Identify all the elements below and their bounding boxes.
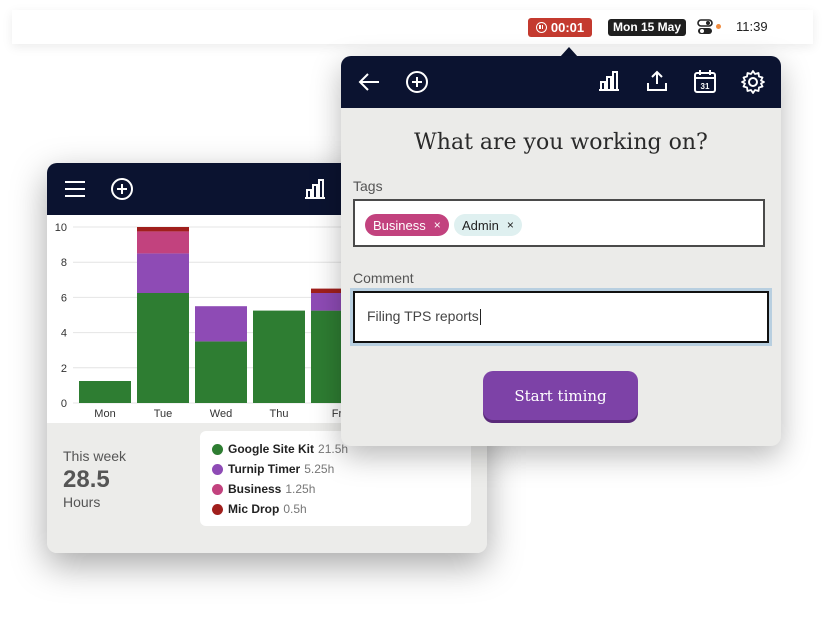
week-summary-label: This week [63,448,127,464]
menu-icon[interactable] [63,179,87,199]
legend-color-dot [212,443,223,455]
legend-color-dot [212,503,223,515]
bar-segment [311,288,363,293]
project-legend: Google Site Kit 21.5h Turnip Timer 5.25h… [200,431,471,526]
menu-bar-clock: 11:39 [736,19,768,34]
menu-bar-date[interactable]: Mon 15 May [608,19,687,36]
legend-color-dot [212,483,223,495]
new-timer-popover: 31 What are you working on? Tags Busines… [341,56,781,446]
legend-project-name: Google Site Kit [228,442,315,456]
remove-tag-icon[interactable]: × [506,218,514,232]
settings-icon[interactable] [740,69,766,95]
stop-timer-icon [535,22,547,33]
popover-arrow [560,47,578,57]
x-tick-label: Thu [270,408,289,420]
bar-segment [137,293,189,403]
stats-icon[interactable] [303,178,327,200]
week-hours-unit: Hours [63,494,101,510]
menu-bar [12,10,813,44]
popover-heading: What are you working on? [414,130,708,155]
legend-project-name: Turnip Timer [228,462,301,476]
legend-project-hours: 21.5h [318,442,349,456]
comment-label: Comment [353,270,414,286]
legend-project-name: Mic Drop [228,502,280,516]
bar-segment [195,341,247,403]
bar-segment [79,381,131,403]
legend-item: Turnip Timer 5.25h [212,460,334,478]
bar-segment [195,306,247,342]
tag-chip-admin[interactable]: Admin × [454,214,522,236]
y-tick-label: 2 [61,363,67,375]
x-tick-label: Wed [210,408,232,420]
legend-item: Google Site Kit 21.5h [212,440,348,458]
add-icon[interactable] [110,177,134,201]
start-timing-button[interactable]: Start timing [483,371,638,420]
tags-label: Tags [353,178,383,194]
y-tick-label: 10 [55,222,67,234]
remove-tag-icon[interactable]: × [433,218,441,232]
tags-input[interactable]: Business × Admin × [353,199,765,247]
bar-segment [137,227,189,232]
text-cursor [479,309,481,326]
legend-project-hours: 5.25h [304,462,335,476]
back-arrow-icon[interactable] [357,70,381,94]
legend-item: Mic Drop 0.5h [212,500,307,518]
y-tick-label: 0 [61,398,67,410]
legend-item: Business 1.25h [212,480,315,498]
tag-chip-business[interactable]: Business × [365,214,449,236]
week-total-hours: 28.5 [63,466,110,493]
bar-segment [253,310,305,403]
timer-status-button[interactable]: 00:01 [528,18,592,37]
legend-color-dot [212,463,223,475]
comment-field[interactable]: Filing TPS reports [350,288,772,346]
legend-project-hours: 1.25h [285,482,316,496]
x-tick-label: Fr [332,408,343,420]
tag-label: Admin [462,217,499,233]
stats-icon[interactable] [597,70,621,92]
y-tick-label: 4 [61,328,67,340]
y-tick-label: 8 [61,257,67,269]
notification-dot [716,24,721,29]
timer-elapsed: 00:01 [550,20,585,35]
export-icon[interactable] [645,69,669,93]
x-tick-label: Tue [154,408,173,420]
comment-text: Filing TPS reports [367,308,479,324]
calendar-day-number: 31 [701,82,710,91]
control-center-icon[interactable] [697,18,713,36]
popover-toolbar: 31 [341,56,781,108]
x-tick-label: Mon [94,408,115,420]
bar-segment [137,231,189,254]
bar-segment [137,253,189,293]
calendar-icon[interactable]: 31 [693,69,717,94]
tag-label: Business [373,217,426,233]
add-icon[interactable] [405,70,429,94]
legend-project-name: Business [228,482,282,496]
legend-project-hours: 0.5h [283,502,307,516]
y-tick-label: 6 [61,292,67,304]
